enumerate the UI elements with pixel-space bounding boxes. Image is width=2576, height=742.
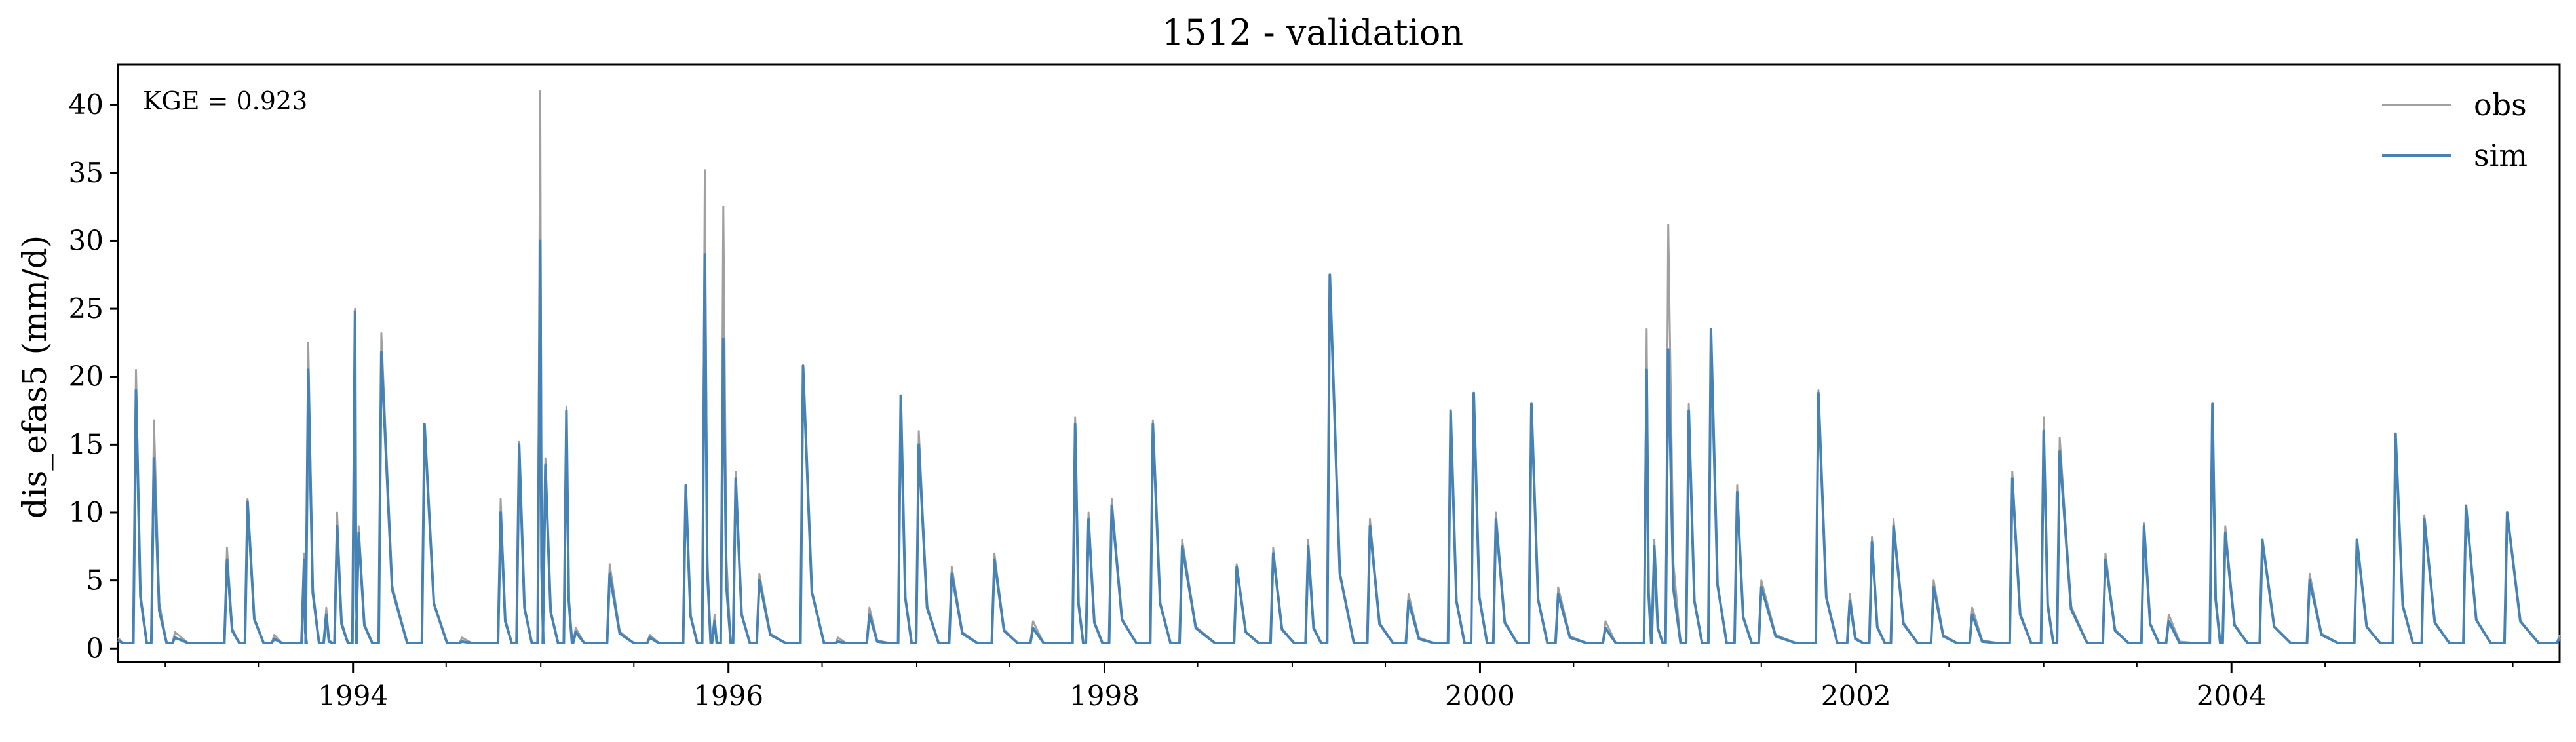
y-tick-label: 15: [69, 428, 104, 460]
series-line-sim: [117, 239, 2561, 644]
chart-title: 1512 - validation: [1162, 12, 1463, 53]
legend-label-obs: obs: [2474, 87, 2527, 123]
x-tick-label: 2002: [1821, 680, 1891, 712]
x-tick-label: 1994: [318, 680, 388, 712]
y-tick-label: 0: [86, 632, 104, 664]
y-tick-label: 40: [69, 88, 104, 121]
plot-frame: [117, 63, 2561, 663]
legend-label-sim: sim: [2474, 138, 2528, 173]
y-tick-label: 30: [69, 224, 104, 256]
y-tick-label: 35: [69, 157, 104, 189]
kge-annotation: KGE = 0.923: [143, 87, 307, 115]
plot-area: 0 5 10 15 20 25 30 35 40 1994 1996 1998 2000 2002 200…: [69, 63, 2561, 712]
x-tick-label: 1998: [1069, 680, 1140, 712]
y-axis-label: dis_efas5 (mm/d): [16, 235, 54, 519]
y-tick-label: 25: [69, 292, 104, 324]
x-tick-label: 2000: [1445, 680, 1515, 712]
y-tick-label: 5: [86, 564, 104, 596]
x-axis: 1994 1996 1998 2000 2002 2004: [164, 662, 2514, 712]
y-tick-label: 20: [69, 361, 104, 393]
x-tick-label: 1996: [693, 680, 763, 712]
y-axis: 0 5 10 15 20 25 30 35 40: [69, 88, 118, 664]
y-tick-label: 10: [69, 496, 104, 528]
x-tick-label: 2004: [2197, 680, 2267, 712]
legend: obs sim: [2382, 87, 2528, 173]
